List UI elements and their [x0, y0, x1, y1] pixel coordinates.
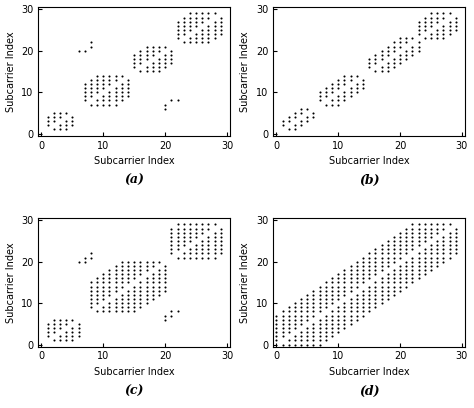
Text: (b): (b) [359, 174, 379, 187]
Y-axis label: Subcarrier Index: Subcarrier Index [240, 242, 250, 323]
Text: (c): (c) [125, 385, 144, 398]
X-axis label: Subcarrier Index: Subcarrier Index [94, 367, 174, 377]
Y-axis label: Subcarrier Index: Subcarrier Index [6, 242, 16, 323]
X-axis label: Subcarrier Index: Subcarrier Index [94, 156, 174, 166]
X-axis label: Subcarrier Index: Subcarrier Index [329, 156, 410, 166]
Y-axis label: Subcarrier Index: Subcarrier Index [240, 31, 250, 112]
Text: (d): (d) [359, 385, 379, 398]
X-axis label: Subcarrier Index: Subcarrier Index [329, 367, 410, 377]
Text: (a): (a) [124, 174, 144, 187]
Y-axis label: Subcarrier Index: Subcarrier Index [6, 31, 16, 112]
